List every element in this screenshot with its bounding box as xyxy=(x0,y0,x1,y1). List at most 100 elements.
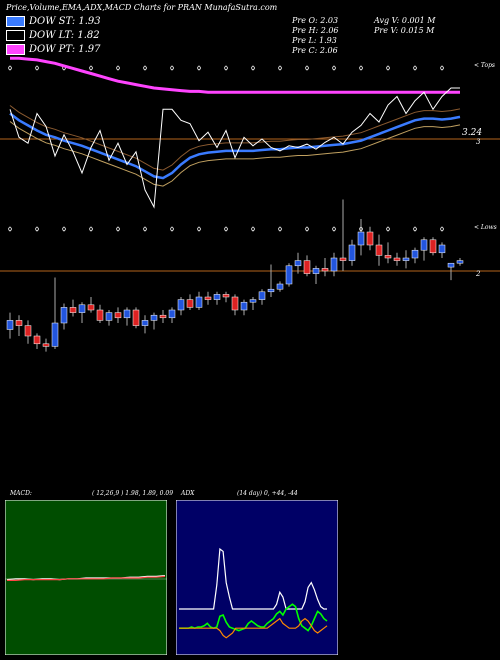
top-marker xyxy=(116,65,120,71)
header-title: Price,Volume,EMA,ADX,MACD Charts for PRA… xyxy=(6,3,202,12)
chart-header: Price,Volume,EMA,ADX,MACD Charts for PRA… xyxy=(6,3,277,12)
candle-body xyxy=(456,260,464,264)
ema-band-upper xyxy=(9,105,461,171)
candle-body xyxy=(60,307,68,324)
adx-panel xyxy=(176,500,338,655)
low-marker xyxy=(89,226,93,232)
top-marker xyxy=(278,65,282,71)
ema-lines xyxy=(9,56,461,209)
candle-body xyxy=(204,296,212,300)
top-marker xyxy=(8,65,12,71)
candle-body xyxy=(132,309,140,326)
price-chart: 3.24 3 2 xyxy=(0,56,500,352)
macd-params: ( 12,26,9 ) 1.98, 1.89, 0.09 xyxy=(92,490,174,497)
candle-body xyxy=(51,322,59,347)
candle-body xyxy=(42,343,50,347)
top-marker xyxy=(305,65,309,71)
lows-markers xyxy=(8,226,444,232)
candle-body xyxy=(420,239,428,251)
top-marker xyxy=(251,65,255,71)
candle-body xyxy=(267,288,275,293)
candle-body xyxy=(375,244,383,256)
adx-line-adx xyxy=(179,547,327,610)
top-marker xyxy=(170,65,174,71)
low-marker xyxy=(386,226,390,232)
adx-line-di-minus xyxy=(179,617,328,639)
candle-body xyxy=(312,268,320,274)
candle-body xyxy=(96,309,104,321)
header-site: MunafaSutra.com xyxy=(204,3,278,12)
candle-body xyxy=(258,291,266,300)
top-marker xyxy=(359,65,363,71)
candle-body xyxy=(285,265,293,285)
candle-body xyxy=(87,304,95,311)
macd-title: MACD: xyxy=(10,490,32,497)
top-marker xyxy=(440,65,444,71)
low-marker xyxy=(251,226,255,232)
ema-line-dow-st xyxy=(9,112,461,180)
candle-body xyxy=(411,249,419,259)
top-marker xyxy=(89,65,93,71)
legend-dow-lt: DOW LT: 1.82 xyxy=(6,30,100,41)
candle-body xyxy=(159,314,167,319)
candle-body xyxy=(168,309,176,319)
low-marker xyxy=(413,226,417,232)
low-marker xyxy=(359,226,363,232)
ema-level-label: 3 xyxy=(476,138,481,146)
low-marker xyxy=(62,226,66,232)
candle-body xyxy=(402,257,410,261)
candle-body xyxy=(438,244,446,254)
candle-body xyxy=(294,260,302,267)
ema-line-price xyxy=(9,87,460,209)
candle-body xyxy=(141,320,149,326)
info-close: Pre C: 2.06 xyxy=(292,46,338,55)
info-open: Pre O: 2.03 xyxy=(292,16,339,25)
candle-body xyxy=(213,294,221,300)
candle-body xyxy=(69,307,77,313)
low-marker xyxy=(143,226,147,232)
top-marker xyxy=(224,65,228,71)
candle-body xyxy=(366,231,374,246)
top-marker xyxy=(35,65,39,71)
candle-body xyxy=(123,309,131,319)
info-pre-volume: Pre V: 0.015 M xyxy=(374,26,435,35)
adx-params: (14 day) 0, +44, -44 xyxy=(237,490,298,497)
candle-body xyxy=(249,299,257,303)
legend-dow-st: DOW ST: 1.93 xyxy=(6,16,101,27)
candle-body xyxy=(357,231,365,246)
low-marker xyxy=(35,226,39,232)
candle-body xyxy=(114,312,122,319)
macd-line-signal xyxy=(7,575,166,582)
adx-title: ADX xyxy=(181,490,195,497)
candle-body xyxy=(384,255,392,259)
top-marker xyxy=(413,65,417,71)
top-marker xyxy=(332,65,336,71)
candle-body xyxy=(15,320,23,326)
candle-level-label: 2 xyxy=(475,270,481,278)
legend-swatch-pt xyxy=(6,44,25,55)
ema-line-dow-pt xyxy=(10,56,460,94)
candle-body xyxy=(222,294,230,298)
candle-body xyxy=(330,257,338,272)
candle-body xyxy=(348,244,356,261)
candle-body xyxy=(24,325,32,337)
candle-body xyxy=(339,257,347,261)
candle-body xyxy=(447,262,455,268)
candle-body xyxy=(429,239,437,254)
candle-body xyxy=(186,299,194,308)
ema-price-label: 3.24 xyxy=(462,128,482,138)
info-avg-volume: Avg V: 0.001 M xyxy=(374,16,436,25)
legend-dow-pt: DOW PT: 1.97 xyxy=(6,44,101,55)
candle-body xyxy=(33,335,41,345)
candle-body xyxy=(276,283,284,290)
low-marker xyxy=(332,226,336,232)
info-low: Pre L: 1.93 xyxy=(292,36,337,45)
low-marker xyxy=(197,226,201,232)
lows-label: < Lows xyxy=(474,224,497,231)
adx-line-di-plus xyxy=(179,603,328,632)
low-marker xyxy=(224,226,228,232)
ema-band-lower xyxy=(9,121,461,187)
top-marker xyxy=(197,65,201,71)
macd-panel xyxy=(5,500,167,655)
low-marker xyxy=(8,226,12,232)
